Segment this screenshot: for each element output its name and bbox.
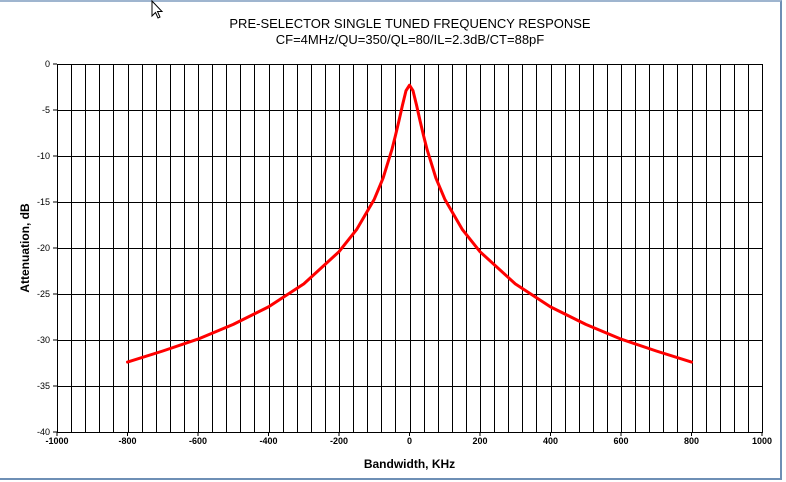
x-tick-label: -1000: [45, 436, 68, 446]
x-tick-label: -800: [118, 436, 136, 446]
y-tick-label: -25: [37, 289, 50, 299]
y-tick-label: -40: [37, 427, 50, 437]
x-tick-label: -600: [189, 436, 207, 446]
x-tick-label: 800: [684, 436, 699, 446]
chart-subtitle: CF=4MHz/QU=350/QL=80/IL=2.3dB/CT=88pF: [275, 32, 545, 47]
y-tick-label: -10: [37, 151, 50, 161]
x-tick-label: 400: [543, 436, 558, 446]
x-tick-label: 200: [472, 436, 487, 446]
y-tick-label: -15: [37, 197, 50, 207]
mouse-cursor-icon: [151, 0, 164, 19]
x-tick-label: -200: [330, 436, 348, 446]
x-axis-label: Bandwidth, KHz: [364, 457, 455, 471]
y-tick-label: -35: [37, 381, 50, 391]
y-tick-label: 0: [45, 59, 50, 69]
x-tick-label: 0: [407, 436, 412, 446]
y-tick-label: -30: [37, 335, 50, 345]
x-tick-label: 1000: [752, 436, 772, 446]
chart-title: PRE-SELECTOR SINGLE TUNED FREQUENCY RESP…: [229, 16, 591, 31]
x-tick-label: 600: [613, 436, 628, 446]
y-tick-label: -20: [37, 243, 50, 253]
y-axis-label: Attenuation, dB: [18, 203, 32, 293]
y-tick-label: -5: [42, 105, 50, 115]
x-tick-label: -400: [259, 436, 277, 446]
series-line: [126, 83, 693, 364]
